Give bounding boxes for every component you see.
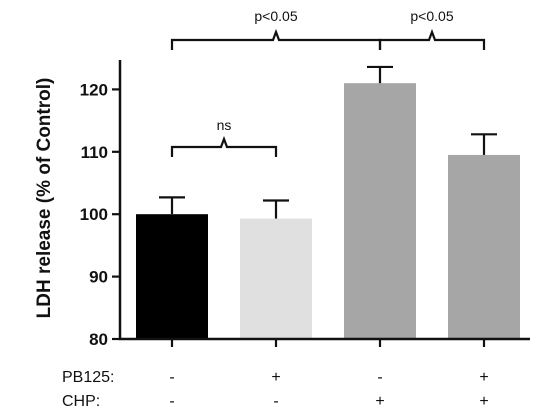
y-axis-label: LDH release (% of Control): [34, 78, 55, 319]
factor-2-sign-3: +: [375, 393, 384, 410]
axis-layer: 80 90 100 110 120: [80, 60, 530, 349]
significance-label-1: ns: [217, 117, 232, 133]
bar-3: [344, 83, 416, 339]
factor-1-sign-1: -: [169, 369, 174, 386]
factor-1-sign-4: +: [479, 369, 488, 386]
bar-4: [448, 154, 520, 339]
significance-bracket-3: [378, 28, 486, 50]
y-tick-label-90: 90: [89, 268, 108, 287]
factor-2-sign-2: -: [273, 393, 278, 410]
error-bars-layer: [159, 65, 497, 219]
bar-2: [240, 218, 312, 339]
y-tick-label-100: 100: [80, 205, 108, 224]
significance-bracket-1: [170, 135, 278, 157]
factor-label-1: PB125:: [62, 369, 114, 386]
significance-label-3: p<0.05: [410, 8, 453, 24]
factor-2-sign-1: -: [169, 393, 174, 410]
factor-label-2: CHP:: [62, 393, 100, 410]
factor-2-sign-4: +: [479, 393, 488, 410]
significance-label-2: p<0.05: [254, 8, 297, 24]
bars-layer: [136, 83, 520, 339]
significance-bracket-2: [170, 28, 382, 50]
treatment-table: PB125: - + - + CHP: - - + +: [62, 369, 489, 410]
significance-annotations: ns p<0.05 p<0.05: [170, 8, 486, 157]
y-tick-label-110: 110: [81, 143, 108, 162]
y-tick-label-80: 80: [89, 330, 108, 349]
y-tick-label-120: 120: [80, 80, 108, 99]
factor-1-sign-3: -: [377, 369, 382, 386]
bar-1: [136, 214, 208, 339]
factor-1-sign-2: +: [271, 369, 280, 386]
